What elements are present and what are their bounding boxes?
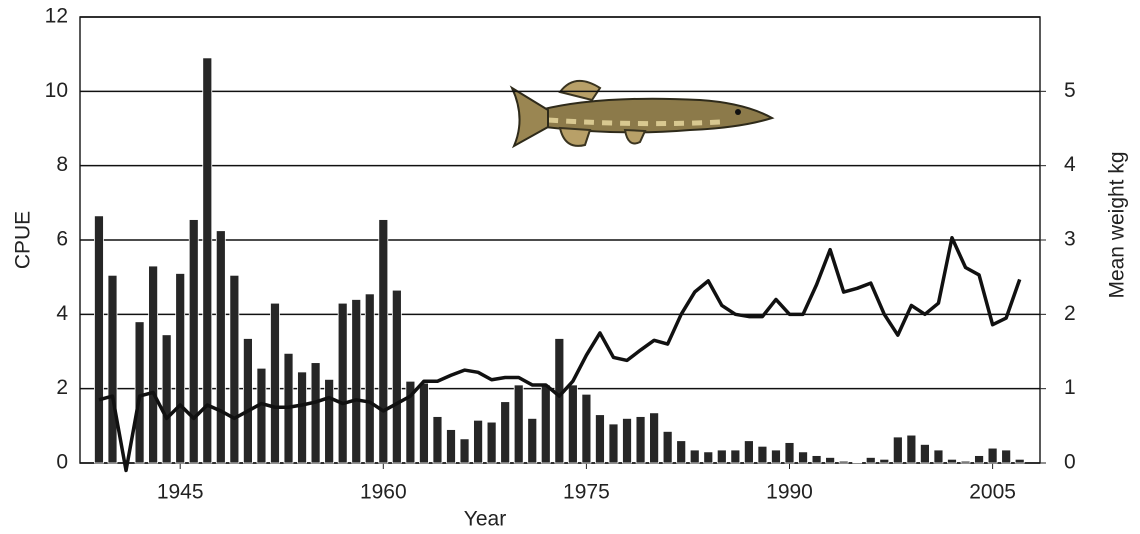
bar xyxy=(649,412,660,464)
bar xyxy=(1014,458,1025,464)
bar xyxy=(567,384,578,464)
bar xyxy=(974,455,984,464)
bar xyxy=(215,230,226,464)
bar xyxy=(229,274,240,464)
bar xyxy=(446,429,456,464)
y-tick-label: 10 xyxy=(45,79,68,102)
bar xyxy=(676,440,687,464)
bar xyxy=(175,273,186,464)
y-tick-label: 6 xyxy=(56,228,68,251)
bar xyxy=(297,371,307,464)
bar xyxy=(107,274,118,464)
bar xyxy=(554,338,565,464)
bar xyxy=(337,302,348,464)
bar xyxy=(378,219,389,464)
bar xyxy=(324,378,335,464)
y2-tick-label: 4 xyxy=(1064,153,1076,176)
bar xyxy=(622,417,632,464)
bar xyxy=(581,393,592,464)
bar xyxy=(933,449,944,464)
bar xyxy=(716,449,727,464)
x-tick-label: 1990 xyxy=(766,481,813,504)
bar xyxy=(838,460,849,464)
bar xyxy=(419,382,429,464)
y2-tick-label: 5 xyxy=(1064,79,1076,102)
x-axis-label: Year xyxy=(464,508,506,531)
bar xyxy=(540,384,551,464)
bar xyxy=(595,414,605,464)
bar xyxy=(486,421,497,464)
y-tick-label: 8 xyxy=(56,153,68,176)
bar xyxy=(960,460,971,464)
bar xyxy=(947,458,957,464)
y2-tick-label: 0 xyxy=(1064,451,1076,474)
y2-axis-label: Mean weight kg xyxy=(1106,151,1129,298)
bar xyxy=(391,289,402,464)
bar xyxy=(256,367,267,464)
bar xyxy=(784,442,795,464)
bar xyxy=(405,380,416,464)
bar xyxy=(771,449,781,464)
bar xyxy=(906,434,917,464)
bar xyxy=(703,451,714,464)
bar xyxy=(513,384,524,464)
bar xyxy=(852,461,863,464)
y-tick-label: 2 xyxy=(56,376,68,399)
y-tick-label: 0 xyxy=(56,451,68,474)
bar xyxy=(825,457,836,464)
bar xyxy=(920,444,930,464)
bar xyxy=(134,321,145,464)
x-tick-label: 1960 xyxy=(360,481,407,504)
bar xyxy=(757,445,768,464)
bar xyxy=(351,299,362,464)
bar xyxy=(743,440,754,464)
bar xyxy=(242,338,253,464)
y2-tick-label: 3 xyxy=(1064,228,1076,251)
bar xyxy=(879,458,890,464)
bar xyxy=(364,293,375,464)
bar xyxy=(527,417,538,464)
bar xyxy=(608,423,619,464)
bar xyxy=(689,449,700,464)
bar xyxy=(987,447,998,464)
y-tick-label: 4 xyxy=(56,302,68,325)
bar xyxy=(500,401,511,464)
bar xyxy=(161,334,172,464)
weight-line xyxy=(98,236,1022,473)
bar xyxy=(662,431,673,464)
y-tick-label: 12 xyxy=(45,5,68,28)
bar xyxy=(798,451,808,464)
bar xyxy=(1001,449,1012,464)
x-tick-label: 1975 xyxy=(563,481,610,504)
bar xyxy=(432,416,443,464)
x-tick-label: 2005 xyxy=(969,481,1016,504)
bar xyxy=(188,219,199,464)
bar xyxy=(892,436,903,464)
bar xyxy=(730,449,741,464)
bar xyxy=(202,57,213,464)
bar xyxy=(148,265,159,464)
y2-tick-label: 2 xyxy=(1064,302,1076,325)
y-axis-label: CPUE xyxy=(12,211,35,269)
bar xyxy=(270,302,280,464)
x-tick-label: 1945 xyxy=(157,481,204,504)
bar xyxy=(473,419,483,464)
pike-illustration xyxy=(509,80,775,149)
bar xyxy=(865,457,876,464)
bar xyxy=(811,455,822,464)
y2-tick-label: 1 xyxy=(1064,376,1076,399)
bar xyxy=(459,438,470,464)
bar xyxy=(635,416,646,464)
bar xyxy=(94,215,104,464)
bar xyxy=(310,362,321,464)
